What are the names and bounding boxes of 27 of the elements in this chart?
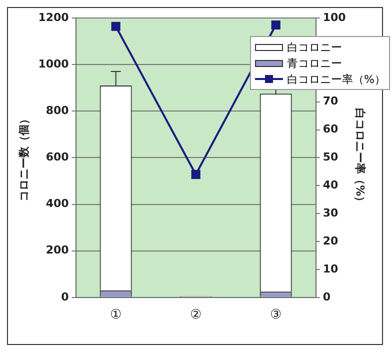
- y-tick-label: 800: [46, 104, 70, 117]
- y-axis-title: コロニー数（個）: [17, 114, 30, 202]
- y-tick-label: 0: [61, 290, 70, 304]
- legend-label: 白コロニー率（%）: [287, 72, 386, 86]
- x-tick-label: ③: [270, 308, 282, 323]
- point: [111, 22, 120, 31]
- y-tick-label: 600: [46, 150, 70, 164]
- y2-tick-label: 40: [322, 178, 338, 192]
- y2-tick-label: 70: [322, 94, 338, 108]
- y2-tick-label: 60: [322, 122, 338, 136]
- legend-label: 青コロニー: [287, 56, 342, 70]
- y-tick-label: 1200: [38, 10, 70, 24]
- y2-tick-label: 0: [322, 290, 331, 304]
- y2-tick-label: 30: [322, 206, 338, 220]
- legend-label: 白コロニー: [287, 40, 342, 54]
- y2-tick-label: 50: [322, 150, 338, 164]
- y-tick-label: 200: [46, 244, 70, 257]
- point: [191, 170, 200, 179]
- x-tick-label: ①: [110, 308, 122, 323]
- y2-tick-label: 100: [322, 10, 346, 24]
- y-tick-label: 400: [46, 197, 70, 210]
- point: [271, 20, 280, 30]
- y-tick-label: 1000: [38, 57, 70, 70]
- y2-tick-label: 20: [322, 234, 338, 248]
- x-tick-label: ②: [190, 308, 202, 323]
- y2-axis-title: 白コロニー率（%）: [354, 108, 367, 208]
- y2-tick-label: 10: [322, 262, 338, 276]
